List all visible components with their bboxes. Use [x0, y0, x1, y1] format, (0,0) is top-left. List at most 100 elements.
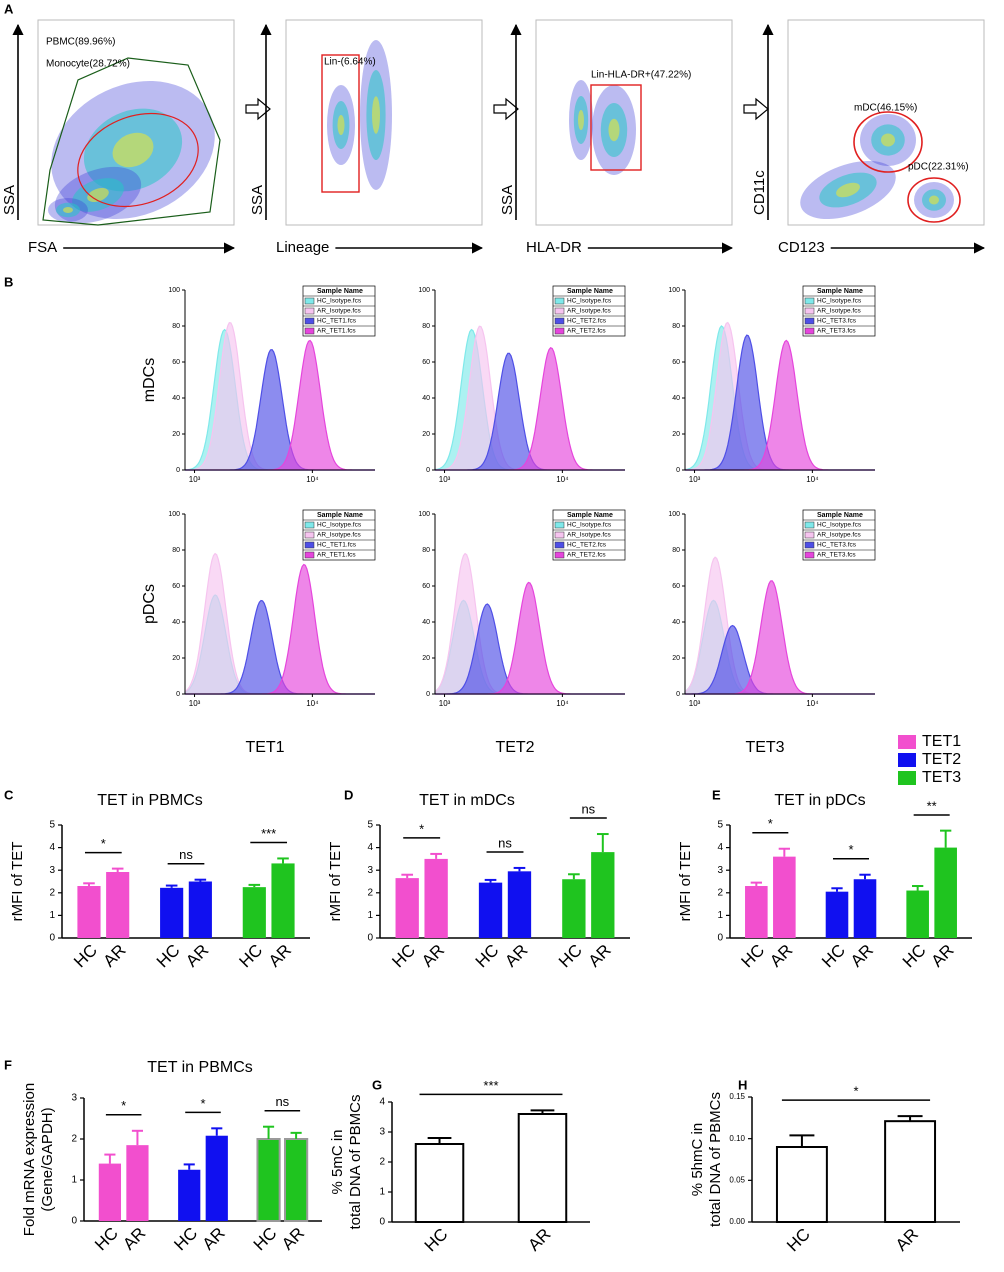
panel-label: G: [372, 1077, 382, 1092]
y-axis-label: rMFI of TET: [677, 842, 694, 922]
legend-swatch: [554, 551, 565, 559]
x-tick-label: HC: [783, 1225, 814, 1256]
significance-label: ***: [261, 826, 276, 841]
legend-swatch: [554, 531, 565, 539]
legend-label: TET2: [922, 751, 961, 768]
flow-arrow: [743, 97, 769, 121]
y-tick-label: 0.00: [729, 1217, 745, 1226]
y-tick-label: 0.10: [729, 1134, 745, 1143]
y-tick-label: 80: [422, 323, 430, 330]
legend-swatch: [804, 327, 815, 335]
y-tick-label: 4: [717, 842, 723, 853]
y-tick-label: 0: [426, 467, 430, 474]
x-tick-label: 10³: [689, 699, 701, 708]
bar: [906, 890, 929, 938]
x-tick-label: HC: [70, 941, 101, 972]
legend-swatch: [304, 317, 315, 325]
y-tick-label: 100: [168, 511, 180, 518]
y-tick-label: 100: [668, 511, 680, 518]
y-tick-label: 0: [49, 933, 55, 944]
bar: [395, 878, 419, 938]
y-tick-label: 80: [422, 547, 430, 554]
legend-box: [552, 509, 626, 561]
legend-swatch: [804, 521, 815, 529]
x-tick-label: 10³: [689, 475, 701, 484]
x-tick-label: HC: [170, 1224, 201, 1255]
gate-label: PBMC(89.96%): [46, 37, 115, 48]
x-axis-label: FSA: [28, 239, 57, 256]
legend-label: AR_TET1.fcs: [317, 328, 356, 335]
y-tick-label: 20: [422, 431, 430, 438]
x-tick-label: HC: [738, 941, 769, 972]
y-tick-label: 1: [717, 910, 723, 921]
y-tick-label: 0: [379, 1217, 385, 1228]
legend-label: HC_Isotype.fcs: [567, 298, 612, 305]
significance-label: *: [121, 1098, 126, 1113]
x-tick-label: HC: [421, 1225, 452, 1256]
y-tick-label: 0.05: [729, 1175, 745, 1184]
legend-swatch: [804, 541, 815, 549]
x-tick-label: 10⁴: [806, 699, 819, 708]
legend-label: HC_Isotype.fcs: [317, 522, 362, 529]
bar: [853, 879, 877, 938]
legend-swatch: [804, 317, 815, 325]
density-peak: [881, 133, 895, 147]
density-peak: [337, 115, 345, 135]
x-axis-label: HLA-DR: [526, 239, 582, 256]
significance-label: *: [848, 842, 853, 857]
column-label: TET1: [245, 739, 284, 756]
legend-label: HC_TET2.fcs: [567, 542, 607, 549]
y-tick-label: 0: [176, 467, 180, 474]
chart-title: TET in PBMCs: [147, 1059, 253, 1076]
chart-title: TET in pDCs: [774, 792, 865, 809]
y-tick-label: 20: [672, 655, 680, 662]
y-tick-label: 60: [672, 583, 680, 590]
legend-title: Sample Name: [317, 288, 363, 295]
y-tick-label: 40: [172, 619, 180, 626]
legend-label: TET3: [922, 769, 961, 786]
legend-box: [302, 509, 376, 561]
gate-label: mDC(46.15%): [854, 103, 917, 114]
y-axis-label: % 5hmC in: [689, 1123, 706, 1196]
y-tick-label: 2: [717, 887, 723, 898]
y-axis-label: (Gene/GAPDH): [39, 1107, 56, 1211]
legend-swatch: [804, 551, 815, 559]
significance-label: **: [927, 798, 937, 813]
legend-swatch: [804, 531, 815, 539]
y-tick-label: 0: [676, 467, 680, 474]
chart-title: TET in mDCs: [419, 792, 515, 809]
y-axis-label: total DNA of PBMCs: [707, 1092, 724, 1227]
y-tick-label: 5: [717, 820, 723, 831]
bar: [825, 891, 849, 938]
bar: [126, 1145, 149, 1221]
x-tick-label: AR: [928, 941, 958, 971]
legend-label: HC_TET3.fcs: [817, 542, 857, 549]
y-tick-label: 1: [49, 910, 55, 921]
column-label: TET3: [745, 739, 784, 756]
y-tick-label: 20: [422, 655, 430, 662]
legend-swatch: [804, 297, 815, 305]
significance-label: ns: [275, 1094, 289, 1109]
x-tick-label: HC: [250, 1224, 281, 1255]
legend-label: TET1: [922, 733, 961, 750]
y-tick-label: 0: [367, 933, 373, 944]
x-tick-label: AR: [847, 941, 877, 971]
density-peak: [578, 110, 584, 130]
y-tick-label: 1: [367, 910, 373, 921]
y-tick-label: 4: [367, 842, 373, 853]
y-tick-label: 100: [668, 287, 680, 294]
legend-title: Sample Name: [567, 288, 613, 295]
y-tick-label: 3: [379, 1127, 385, 1138]
panel-label: H: [738, 1077, 747, 1092]
significance-label: ns: [179, 847, 193, 862]
legend-swatch: [554, 327, 565, 335]
x-tick-label: 10⁴: [556, 475, 569, 484]
x-tick-label: 10³: [439, 699, 451, 708]
legend-swatch: [898, 735, 916, 749]
bar: [934, 847, 957, 938]
x-tick-label: HC: [472, 941, 503, 972]
gate-label: pDC(22.31%): [908, 162, 969, 173]
y-tick-label: 40: [672, 619, 680, 626]
y-axis-label: Fold mRNA expression: [21, 1083, 38, 1236]
y-tick-label: 3: [49, 865, 55, 876]
